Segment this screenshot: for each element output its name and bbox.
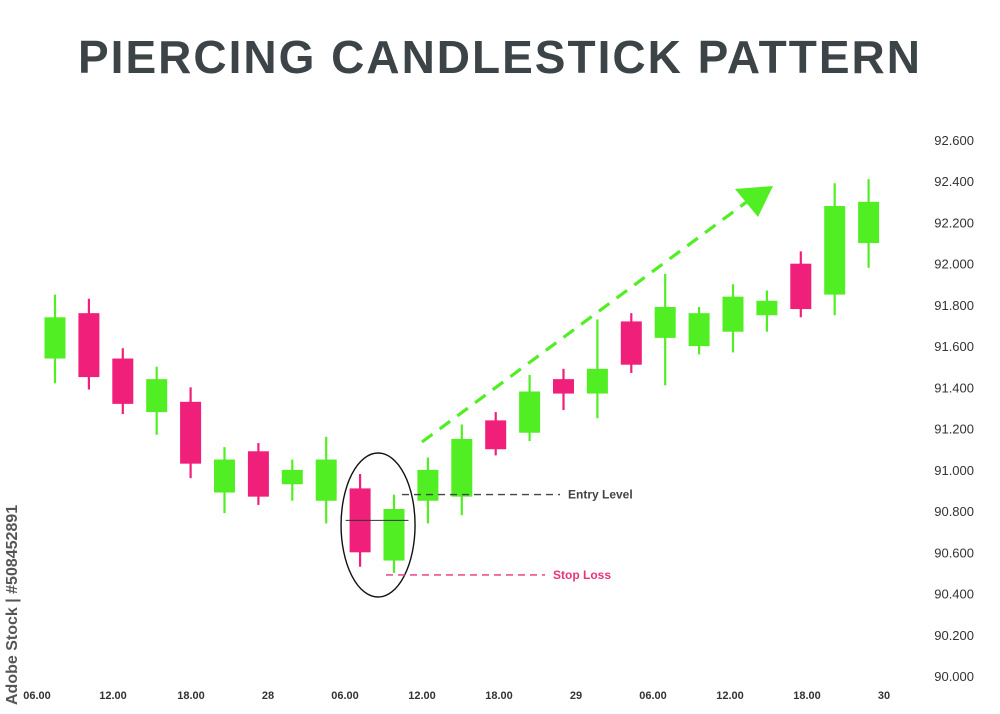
x-tick-label: 30 [878, 690, 890, 702]
x-tick-label: 18.00 [177, 690, 205, 702]
y-tick-label: 90.400 [934, 587, 974, 602]
pattern-group: Entry Level Stop Loss [340, 186, 773, 598]
y-tick-label: 92.000 [934, 257, 974, 272]
y-tick-label: 91.800 [934, 298, 974, 313]
x-tick-label: 12.00 [408, 690, 436, 702]
x-tick-label: 06.00 [639, 690, 667, 702]
y-tick-label: 90.600 [934, 545, 974, 560]
y-tick-label: 90.000 [934, 669, 974, 684]
candle-body-20 [688, 313, 710, 347]
candles-group [44, 179, 880, 573]
entry-level-label: Entry Level [568, 488, 633, 502]
candle-body-13 [451, 438, 473, 497]
stop-loss-label: Stop Loss [553, 568, 611, 582]
y-tick-label: 91.400 [934, 380, 974, 395]
x-tick-label: 06.00 [331, 690, 359, 702]
y-tick-label: 92.600 [934, 133, 974, 148]
candle-body-8 [281, 469, 303, 485]
x-tick-label: 28 [262, 690, 274, 702]
candle-body-11 [383, 509, 405, 561]
y-tick-label: 90.800 [934, 504, 974, 519]
x-tick-label: 18.00 [485, 690, 513, 702]
candle-body-19 [654, 306, 676, 338]
x-tick-label: 18.00 [793, 690, 821, 702]
candle-body-1 [44, 317, 66, 359]
candle-body-18 [620, 321, 642, 365]
chart-title: PIERCING CANDLESTICK PATTERN [78, 31, 922, 83]
y-tick-label: 91.200 [934, 422, 974, 437]
candle-body-6 [214, 459, 235, 493]
x-tick-label: 29 [570, 690, 582, 702]
candle-body-14 [485, 420, 507, 450]
y-tick-label: 91.000 [934, 463, 974, 478]
candle-body-4 [146, 379, 168, 413]
candle-body-16 [553, 379, 574, 394]
x-tick-label: 06.00 [23, 690, 51, 702]
x-tick-label: 12.00 [716, 690, 744, 702]
candle-body-15 [519, 391, 541, 433]
candle-body-17 [586, 368, 608, 394]
trend-arrow-line [421, 196, 753, 444]
watermark-text: Adobe Stock | #508452891 [4, 504, 21, 705]
y-tick-label: 92.200 [934, 215, 974, 230]
trend-arrow-head [735, 186, 773, 217]
y-tick-label: 91.600 [934, 339, 974, 354]
candle-body-3 [112, 358, 134, 404]
y-tick-label: 92.400 [934, 174, 974, 189]
pattern-highlight-ellipse [340, 452, 416, 598]
candle-body-9 [315, 459, 337, 501]
candle-body-25 [858, 201, 880, 244]
candle-body-2 [78, 313, 100, 378]
candle-body-23 [790, 263, 812, 310]
y-tick-label: 90.200 [934, 628, 974, 643]
y-axis: 92.600 92.400 92.200 92.000 91.800 91.600 91.4… [934, 133, 974, 684]
candle-body-21 [722, 296, 744, 332]
candle-body-24 [824, 205, 846, 295]
candle-body-7 [247, 451, 269, 497]
candle-body-5 [180, 401, 202, 464]
x-tick-label: 12.00 [99, 690, 127, 702]
candle-body-22 [756, 300, 778, 316]
x-axis: 06.00 12.00 18.00 28 06.00 12.00 18.00 29 06.00 1… [23, 690, 890, 702]
candle-body-12 [417, 469, 439, 501]
